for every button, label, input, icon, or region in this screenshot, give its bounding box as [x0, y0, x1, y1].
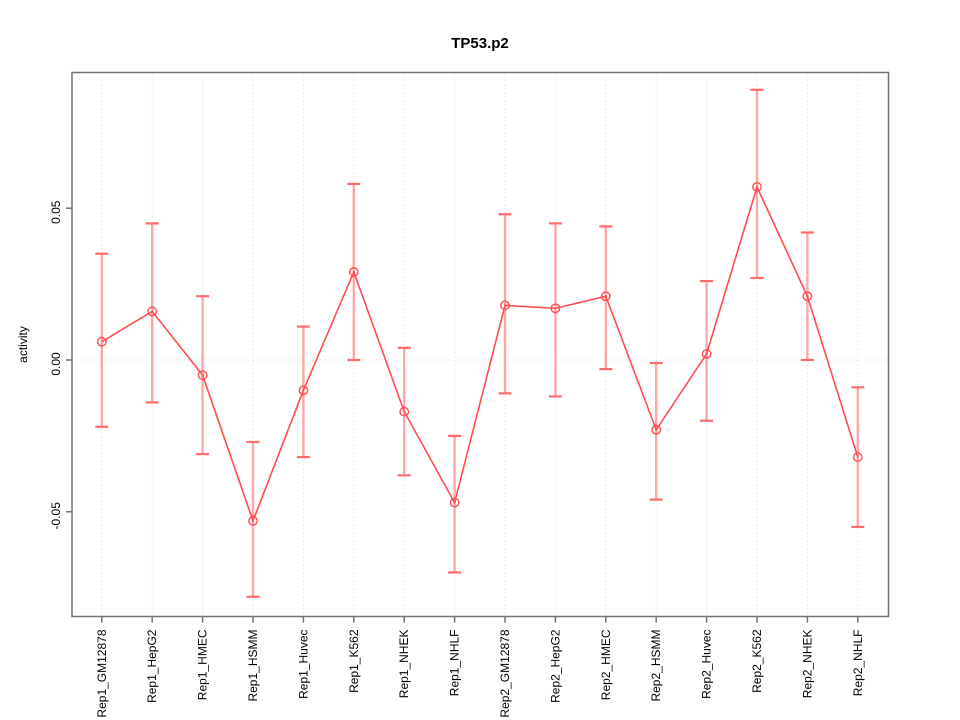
x-tick-label: Rep2_GM12878 [498, 629, 512, 717]
x-tick-label: Rep2_HepG2 [548, 629, 562, 703]
data-point [852, 452, 863, 463]
data-point [802, 291, 813, 302]
series-polyline [101, 184, 859, 524]
y-tick-label: 0.05 [49, 200, 63, 224]
x-tick-label: Rep1_NHLF [448, 630, 462, 697]
x-tick-label: Rep2_NHEK [800, 630, 814, 699]
series-line [101, 184, 859, 524]
x-tick-labels: Rep1_GM12878 Rep1_HepG2 Rep1_HMEC Rep1_HSMM… [95, 629, 865, 717]
x-tick-label: Rep1_NHEK [397, 630, 411, 699]
data-point [752, 182, 762, 192]
y-axis-label: activity [16, 326, 30, 363]
data-point [248, 515, 258, 526]
data-points [96, 182, 863, 526]
data-point [197, 370, 208, 381]
data-point [651, 424, 662, 435]
plot-box [71, 71, 890, 618]
x-tick-label: Rep2_K562 [750, 629, 764, 693]
x-tick-label: Rep2_HMEC [599, 629, 613, 700]
x-tick-label: Rep1_HepG2 [145, 629, 159, 703]
data-point [399, 406, 410, 417]
data-point [298, 385, 309, 396]
x-tick-label: Rep2_HSMM [649, 630, 663, 702]
data-point [701, 349, 712, 359]
x-tick-label: Rep1_K562 [347, 629, 361, 693]
x-tick-label: Rep2_NHLF [851, 630, 865, 697]
x-tick-label: Rep1_GM12878 [95, 629, 109, 717]
data-point [500, 300, 510, 311]
chart-title: TP53.p2 [451, 35, 509, 52]
x-tick-label: Rep1_HMEC [196, 629, 210, 700]
data-point [449, 497, 460, 508]
axis-ticks [66, 207, 859, 623]
data-point [96, 336, 107, 347]
y-tick-label: -0.05 [49, 502, 63, 530]
data-point [147, 306, 158, 317]
data-point [550, 303, 561, 314]
x-tick-label: Rep1_Huvec [296, 630, 310, 699]
x-tick-label: Rep1_HSMM [246, 630, 260, 702]
x-tick-label: Rep2_Huvec [700, 630, 714, 699]
error-bars [95, 88, 865, 598]
data-point [348, 267, 359, 277]
y-tick-labels: -0.05 0.00 0.05 [49, 200, 63, 529]
gridlines [72, 72, 889, 617]
y-tick-label: 0.00 [49, 352, 63, 376]
plot-border [71, 71, 890, 618]
data-point [600, 291, 611, 302]
